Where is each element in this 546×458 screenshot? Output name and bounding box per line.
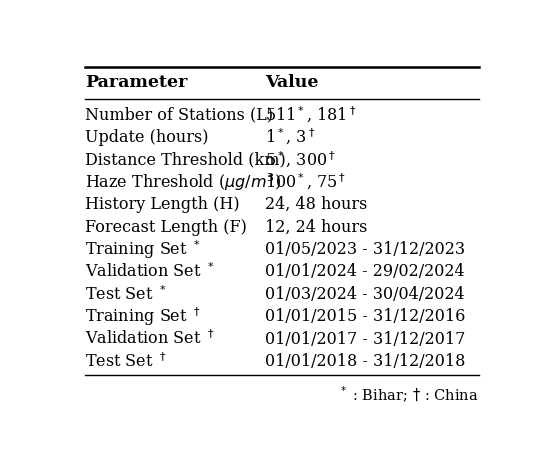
Text: Test Set $^*$: Test Set $^*$: [85, 285, 167, 304]
Text: 24, 48 hours: 24, 48 hours: [265, 196, 367, 213]
Text: Validation Set $^\dagger$: Validation Set $^\dagger$: [85, 330, 215, 349]
Text: Distance Threshold (km): Distance Threshold (km): [85, 151, 286, 168]
Text: Parameter: Parameter: [85, 74, 188, 91]
Text: Training Set $^\dagger$: Training Set $^\dagger$: [85, 305, 201, 328]
Text: 01/01/2018 - 31/12/2018: 01/01/2018 - 31/12/2018: [265, 353, 465, 370]
Text: 12, 24 hours: 12, 24 hours: [265, 218, 367, 235]
Text: Training Set $^*$: Training Set $^*$: [85, 238, 201, 261]
Text: Forecast Length (F): Forecast Length (F): [85, 218, 247, 235]
Text: $^*$ : Bihar; $\dagger$ : China: $^*$ : Bihar; $\dagger$ : China: [338, 385, 479, 405]
Text: 01/01/2017 - 31/12/2017: 01/01/2017 - 31/12/2017: [265, 331, 465, 348]
Text: 01/03/2024 - 30/04/2024: 01/03/2024 - 30/04/2024: [265, 286, 465, 303]
Text: 01/05/2023 - 31/12/2023: 01/05/2023 - 31/12/2023: [265, 241, 465, 258]
Text: 1$^*$, 3$^\dagger$: 1$^*$, 3$^\dagger$: [265, 127, 316, 147]
Text: Number of Stations (L): Number of Stations (L): [85, 106, 274, 123]
Text: 01/01/2024 - 29/02/2024: 01/01/2024 - 29/02/2024: [265, 263, 465, 280]
Text: Validation Set $^*$: Validation Set $^*$: [85, 262, 215, 281]
Text: 511$^*$, 181$^\dagger$: 511$^*$, 181$^\dagger$: [265, 105, 357, 125]
Text: 01/01/2015 - 31/12/2016: 01/01/2015 - 31/12/2016: [265, 308, 465, 325]
Text: 5$^*$, 300$^\dagger$: 5$^*$, 300$^\dagger$: [265, 150, 336, 170]
Text: Haze Threshold ($\mu g/m^3$): Haze Threshold ($\mu g/m^3$): [85, 171, 281, 193]
Text: 100$^*$, 75$^\dagger$: 100$^*$, 75$^\dagger$: [265, 172, 346, 192]
Text: Update (hours): Update (hours): [85, 129, 209, 146]
Text: Value: Value: [265, 74, 318, 91]
Text: Test Set $^\dagger$: Test Set $^\dagger$: [85, 352, 167, 371]
Text: History Length (H): History Length (H): [85, 196, 240, 213]
